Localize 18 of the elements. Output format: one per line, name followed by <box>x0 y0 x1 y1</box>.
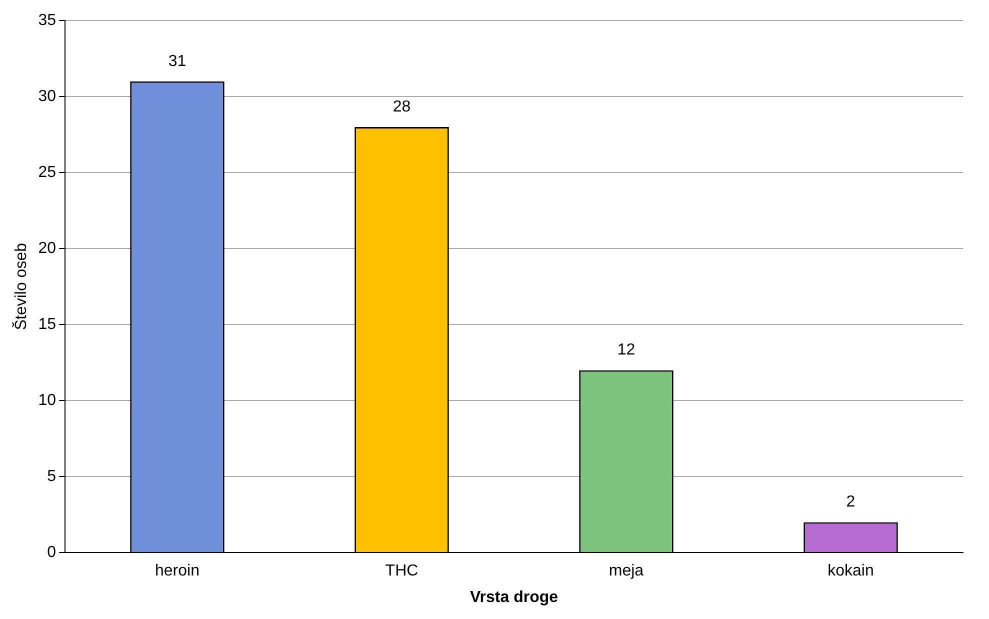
y-tick-label: 35 <box>38 12 56 30</box>
y-tick-label: 5 <box>47 468 56 486</box>
data-label: 12 <box>617 342 636 359</box>
y-tick-label: 30 <box>38 88 56 106</box>
data-label: 31 <box>168 52 186 70</box>
x-tick-label: kokain <box>828 562 874 580</box>
y-tick-label: 15 <box>38 316 56 334</box>
y-tick-label: 25 <box>38 164 56 182</box>
x-tick-label: meja <box>608 562 644 580</box>
data-label: 2 <box>846 494 856 511</box>
x-tick-label: heroin <box>155 562 200 580</box>
y-tick-label: 0 <box>47 544 56 562</box>
x-axis-title: Vrsta droge <box>470 588 558 606</box>
y-tick-label: 20 <box>38 240 56 258</box>
x-tick-label: THC <box>385 562 418 580</box>
y-axis-title: Število oseb <box>12 242 30 330</box>
y-tick-label: 10 <box>38 392 56 410</box>
data-label: 28 <box>392 98 411 116</box>
